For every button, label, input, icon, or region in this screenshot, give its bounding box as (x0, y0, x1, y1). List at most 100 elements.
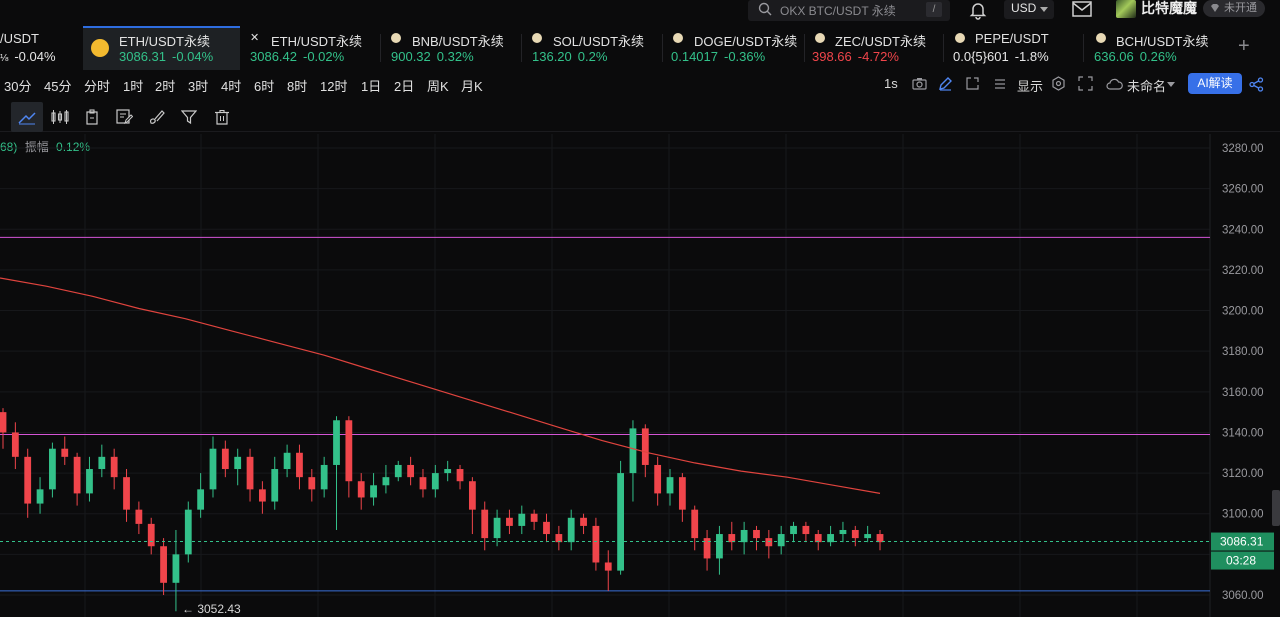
tab-bch-perp[interactable]: BCH/USDT永续 636.06 0.26% (1094, 26, 1224, 70)
current-price-label: 3086.31 (1220, 535, 1264, 549)
search-icon (758, 2, 772, 16)
amplitude-label: 振幅 (24, 140, 49, 154)
y-tick-label: 3200.00 (1222, 306, 1264, 318)
stats-prefix: 68) (0, 140, 18, 154)
search-input[interactable]: OKX BTC/USDT 永续 / (748, 0, 950, 21)
interval-option[interactable]: 30分 (4, 79, 32, 94)
coin-icon (673, 33, 683, 43)
list-icon[interactable] (993, 77, 1007, 90)
gear-icon[interactable] (1051, 76, 1066, 91)
candle-body (703, 538, 711, 559)
okx-logo-icon: ✕ (250, 32, 260, 44)
tab-price-row: 900.32 0.32% (391, 49, 474, 64)
tab-eth-perp-okx[interactable]: ✕ ETH/USDT永续 3086.42 -0.02% (245, 26, 377, 70)
candle-body (370, 485, 377, 498)
price-chart[interactable]: 3280.00 3260.00 3240.00 3220.00 3200.00 3180.… (0, 134, 1280, 617)
cloud-icon[interactable] (1106, 78, 1123, 90)
pencil-icon[interactable] (938, 76, 953, 91)
y-tick-label: 3240.00 (1222, 224, 1264, 236)
tab-eth-perp-active[interactable]: ETH/USDT永续 3086.31 -0.04% (83, 26, 240, 70)
mail-icon[interactable] (1072, 1, 1092, 17)
bell-icon[interactable] (968, 0, 988, 20)
candle-body (61, 448, 69, 457)
candle-body (0, 412, 7, 433)
interval-option[interactable]: 8时 (287, 79, 308, 94)
tab-price: 0.14017 (671, 49, 718, 64)
currency-value: USD (1011, 1, 1037, 15)
trendline-tool[interactable] (11, 102, 43, 132)
drawing-toolbar (0, 100, 1280, 132)
candle-body (382, 477, 390, 486)
interval-option[interactable]: 月K (461, 79, 483, 94)
filter-icon[interactable] (181, 109, 197, 125)
tab-price: 0.0{5}601 (953, 49, 1009, 64)
candle-body (419, 477, 427, 490)
coin-icon (1096, 33, 1106, 43)
candle-body (135, 509, 143, 524)
interval-option[interactable]: 1日 (361, 79, 382, 94)
trendline-icon (18, 112, 36, 125)
candle-body (876, 534, 884, 543)
interval-option[interactable]: 3时 (188, 79, 209, 94)
candle-body (184, 509, 192, 555)
camera-icon[interactable] (912, 77, 927, 90)
brush-icon[interactable] (148, 109, 165, 125)
tab-pepe[interactable]: PEPE/USDT 0.0{5}601 -1.8% (953, 26, 1083, 70)
interval-option[interactable]: 周K (427, 79, 449, 94)
interval-option[interactable]: 4时 (221, 79, 242, 94)
interval-option[interactable]: 45分 (44, 79, 72, 94)
layout-name[interactable]: 未命名 (1127, 79, 1167, 94)
currency-select[interactable]: USD (1004, 0, 1054, 19)
tab-symbol-price-row: ⅛ -0.04% (0, 49, 56, 64)
tab-doge-perp[interactable]: DOGE/USDT永续 0.14017 -0.36% (671, 26, 803, 70)
candle-body (592, 525, 600, 563)
interval-option[interactable]: 分时 (84, 79, 111, 94)
y-tick-label: 3060.00 (1222, 590, 1264, 602)
tab-symbol[interactable]: /USDT ⅛ -0.04% (0, 26, 80, 70)
tab-price-row: 636.06 0.26% (1094, 49, 1177, 64)
tab-price-row: 398.66 -4.72% (812, 49, 899, 64)
candle-body (839, 529, 847, 535)
chevron-down-icon (1040, 7, 1048, 12)
window-icon[interactable] (965, 76, 980, 91)
tab-price-row: 3086.42 -0.02% (250, 49, 344, 64)
clipboard-icon[interactable] (84, 109, 100, 125)
coin-icon (532, 33, 542, 43)
tab-sol-perp[interactable]: SOL/USDT永续 136.20 0.2% (530, 26, 660, 70)
interval-option[interactable]: 2日 (394, 79, 415, 94)
tab-symbol-name: BCH/USDT永续 (1116, 34, 1209, 49)
y-tick-label: 3260.00 (1222, 184, 1264, 196)
tab-bnb-perp[interactable]: BNB/USDT永续 900.32 0.32% (388, 26, 520, 70)
candles-icon[interactable] (50, 109, 70, 125)
candle-body (814, 534, 822, 543)
candle-body (530, 513, 538, 522)
candle-body (24, 456, 32, 504)
countdown-tag (1211, 551, 1274, 570)
candle-body (221, 448, 229, 470)
candle-body (604, 562, 612, 571)
candle-body (73, 456, 81, 494)
tab-zec-perp[interactable]: ZEC/USDT永续 398.66 -4.72% (812, 26, 944, 70)
note-edit-icon[interactable] (116, 109, 133, 125)
interval-option[interactable]: 1时 (123, 79, 144, 94)
vip-badge[interactable]: 未开通 (1203, 0, 1265, 17)
display-button[interactable]: 显示 (1017, 79, 1044, 94)
fullscreen-icon[interactable] (1078, 76, 1093, 91)
search-placeholder: OKX BTC/USDT 永续 (780, 4, 896, 18)
avatar[interactable] (1116, 0, 1136, 18)
refresh-speed[interactable]: 1s (884, 76, 898, 91)
tab-price: 398.66 (812, 49, 852, 64)
ai-analysis-button[interactable]: AI解读 (1188, 73, 1242, 94)
interval-option[interactable]: 6时 (254, 79, 275, 94)
candle-body (258, 489, 266, 502)
trash-icon[interactable] (214, 109, 230, 125)
candle-body (691, 509, 699, 539)
add-tab-plus-icon[interactable]: + (1238, 35, 1250, 57)
interval-option[interactable]: 2时 (155, 79, 176, 94)
candle-body (172, 554, 180, 583)
interval-option[interactable]: 12时 (320, 79, 348, 94)
candle-body (407, 464, 415, 478)
username[interactable]: 比特魔魔 (1141, 0, 1197, 16)
chevron-down-icon[interactable] (1167, 82, 1175, 87)
share-icon[interactable] (1249, 77, 1264, 92)
